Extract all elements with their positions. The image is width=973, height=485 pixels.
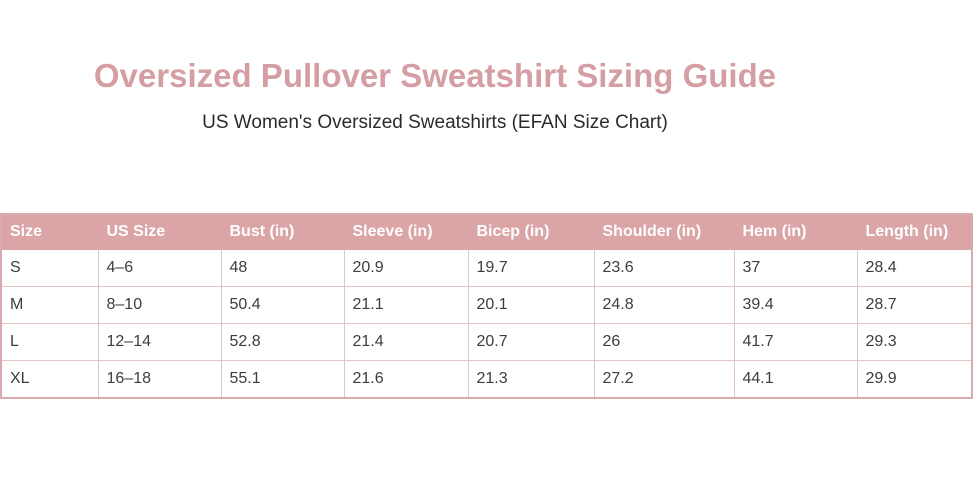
column-header-hem: Hem (in) [733, 213, 858, 250]
table-cell: XL [0, 360, 99, 399]
table-cell: 21.1 [343, 286, 469, 324]
column-header-bust: Bust (in) [220, 213, 345, 250]
table-cell: 23.6 [593, 249, 735, 287]
table-cell: 28.4 [856, 249, 973, 287]
table-cell: 39.4 [733, 286, 858, 324]
table-cell: 29.3 [856, 323, 973, 361]
table-row-l: L 12–14 52.8 21.4 20.7 26 41.7 29.3 [0, 323, 973, 361]
column-header-us-size: US Size [97, 213, 222, 250]
table-cell: 20.7 [467, 323, 595, 361]
table-row-m: M 8–10 50.4 21.1 20.1 24.8 39.4 28.7 [0, 286, 973, 324]
column-header-sleeve: Sleeve (in) [343, 213, 469, 250]
table-cell: S [0, 249, 99, 287]
table-cell: 21.6 [343, 360, 469, 399]
table-header-row: Size US Size Bust (in) Sleeve (in) Bicep… [0, 213, 973, 250]
table-cell: 50.4 [220, 286, 345, 324]
table-cell: 48 [220, 249, 345, 287]
table-cell: 52.8 [220, 323, 345, 361]
table-cell: 24.8 [593, 286, 735, 324]
table-cell: 26 [593, 323, 735, 361]
table-cell: 55.1 [220, 360, 345, 399]
table-cell: 20.9 [343, 249, 469, 287]
table-cell: 12–14 [97, 323, 222, 361]
column-header-length: Length (in) [856, 213, 973, 250]
table-cell: 4–6 [97, 249, 222, 287]
column-header-shoulder: Shoulder (in) [593, 213, 735, 250]
table-cell: 21.3 [467, 360, 595, 399]
table-cell: 29.9 [856, 360, 973, 399]
table-row-s: S 4–6 48 20.9 19.7 23.6 37 28.4 [0, 249, 973, 287]
table-cell: 28.7 [856, 286, 973, 324]
table-cell: 44.1 [733, 360, 858, 399]
column-header-bicep: Bicep (in) [467, 213, 595, 250]
header-section: Oversized Pullover Sweatshirt Sizing Gui… [0, 0, 870, 133]
table-cell: 21.4 [343, 323, 469, 361]
table-cell: L [0, 323, 99, 361]
table-cell: 37 [733, 249, 858, 287]
page-title: Oversized Pullover Sweatshirt Sizing Gui… [93, 57, 777, 94]
table-cell: 41.7 [733, 323, 858, 361]
table-cell: 27.2 [593, 360, 735, 399]
table-cell: 20.1 [467, 286, 595, 324]
table-cell: 8–10 [97, 286, 222, 324]
table-cell: 19.7 [467, 249, 595, 287]
sizing-table: Size US Size Bust (in) Sleeve (in) Bicep… [0, 213, 973, 399]
column-header-size: Size [0, 213, 99, 250]
page-subtitle: US Women's Oversized Sweatshirts (EFAN S… [202, 112, 668, 133]
table-cell: M [0, 286, 99, 324]
table-row-xl: XL 16–18 55.1 21.6 21.3 27.2 44.1 29.9 [0, 360, 973, 399]
table-cell: 16–18 [97, 360, 222, 399]
